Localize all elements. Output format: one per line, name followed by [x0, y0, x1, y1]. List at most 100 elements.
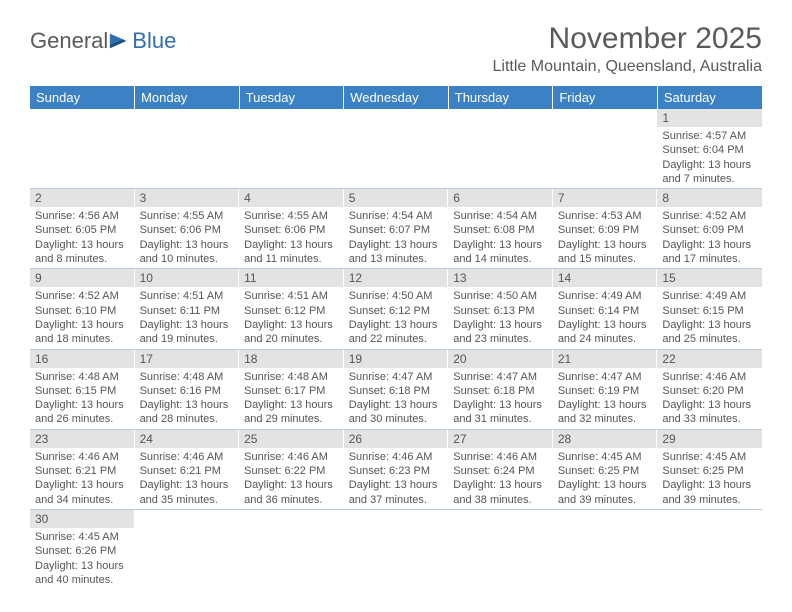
logo-text-general: General	[30, 28, 108, 54]
day-details: Sunrise: 4:46 AMSunset: 6:20 PMDaylight:…	[657, 368, 762, 429]
calendar-cell: 24Sunrise: 4:46 AMSunset: 6:21 PMDayligh…	[135, 429, 240, 509]
calendar-cell: 20Sunrise: 4:47 AMSunset: 6:18 PMDayligh…	[448, 349, 553, 429]
day-details: Sunrise: 4:48 AMSunset: 6:17 PMDaylight:…	[239, 368, 344, 429]
day-details: Sunrise: 4:56 AMSunset: 6:05 PMDaylight:…	[30, 207, 135, 268]
calendar-cell	[344, 109, 449, 189]
day-number: 23	[30, 430, 135, 448]
weekday-header: Tuesday	[239, 86, 344, 109]
day-number: 14	[553, 269, 658, 287]
day-details: Sunrise: 4:46 AMSunset: 6:21 PMDaylight:…	[30, 448, 135, 509]
calendar-cell: 11Sunrise: 4:51 AMSunset: 6:12 PMDayligh…	[239, 269, 344, 349]
calendar-cell	[239, 509, 344, 589]
calendar-cell: 1Sunrise: 4:57 AMSunset: 6:04 PMDaylight…	[657, 109, 762, 189]
calendar-cell	[553, 109, 658, 189]
day-details: Sunrise: 4:45 AMSunset: 6:26 PMDaylight:…	[30, 528, 135, 589]
day-number: 16	[30, 350, 135, 368]
calendar-cell: 19Sunrise: 4:47 AMSunset: 6:18 PMDayligh…	[344, 349, 449, 429]
calendar-cell: 28Sunrise: 4:45 AMSunset: 6:25 PMDayligh…	[553, 429, 658, 509]
calendar-row: 30Sunrise: 4:45 AMSunset: 6:26 PMDayligh…	[30, 509, 762, 589]
calendar-cell: 4Sunrise: 4:55 AMSunset: 6:06 PMDaylight…	[239, 189, 344, 269]
calendar-cell: 3Sunrise: 4:55 AMSunset: 6:06 PMDaylight…	[135, 189, 240, 269]
calendar-cell	[344, 509, 449, 589]
calendar-cell: 12Sunrise: 4:50 AMSunset: 6:12 PMDayligh…	[344, 269, 449, 349]
day-number: 15	[657, 269, 762, 287]
day-number: 8	[657, 189, 762, 207]
calendar-cell: 2Sunrise: 4:56 AMSunset: 6:05 PMDaylight…	[30, 189, 135, 269]
day-number: 27	[448, 430, 553, 448]
day-details: Sunrise: 4:49 AMSunset: 6:14 PMDaylight:…	[553, 287, 658, 348]
day-details: Sunrise: 4:46 AMSunset: 6:24 PMDaylight:…	[448, 448, 553, 509]
day-number: 7	[553, 189, 658, 207]
calendar-cell: 10Sunrise: 4:51 AMSunset: 6:11 PMDayligh…	[135, 269, 240, 349]
day-number: 19	[344, 350, 449, 368]
calendar-row: 9Sunrise: 4:52 AMSunset: 6:10 PMDaylight…	[30, 269, 762, 349]
day-details: Sunrise: 4:54 AMSunset: 6:08 PMDaylight:…	[448, 207, 553, 268]
calendar-cell	[448, 109, 553, 189]
day-details: Sunrise: 4:45 AMSunset: 6:25 PMDaylight:…	[657, 448, 762, 509]
calendar-cell	[239, 109, 344, 189]
calendar-cell	[30, 109, 135, 189]
weekday-header: Friday	[553, 86, 658, 109]
day-number: 26	[344, 430, 449, 448]
calendar-cell: 25Sunrise: 4:46 AMSunset: 6:22 PMDayligh…	[239, 429, 344, 509]
day-number: 6	[448, 189, 553, 207]
day-details: Sunrise: 4:48 AMSunset: 6:15 PMDaylight:…	[30, 368, 135, 429]
day-number: 20	[448, 350, 553, 368]
calendar-cell: 30Sunrise: 4:45 AMSunset: 6:26 PMDayligh…	[30, 509, 135, 589]
day-details: Sunrise: 4:47 AMSunset: 6:19 PMDaylight:…	[553, 368, 658, 429]
day-details: Sunrise: 4:51 AMSunset: 6:11 PMDaylight:…	[135, 287, 240, 348]
day-number: 25	[239, 430, 344, 448]
calendar-cell: 8Sunrise: 4:52 AMSunset: 6:09 PMDaylight…	[657, 189, 762, 269]
day-details: Sunrise: 4:50 AMSunset: 6:13 PMDaylight:…	[448, 287, 553, 348]
weekday-header: Wednesday	[344, 86, 449, 109]
calendar-cell: 9Sunrise: 4:52 AMSunset: 6:10 PMDaylight…	[30, 269, 135, 349]
day-details: Sunrise: 4:46 AMSunset: 6:23 PMDaylight:…	[344, 448, 449, 509]
day-details: Sunrise: 4:53 AMSunset: 6:09 PMDaylight:…	[553, 207, 658, 268]
logo: General Blue	[30, 22, 176, 54]
day-details: Sunrise: 4:46 AMSunset: 6:21 PMDaylight:…	[135, 448, 240, 509]
weekday-header: Saturday	[657, 86, 762, 109]
day-details: Sunrise: 4:55 AMSunset: 6:06 PMDaylight:…	[135, 207, 240, 268]
calendar-cell: 26Sunrise: 4:46 AMSunset: 6:23 PMDayligh…	[344, 429, 449, 509]
calendar-cell	[657, 509, 762, 589]
title-block: November 2025 Little Mountain, Queenslan…	[493, 22, 763, 76]
calendar-cell: 21Sunrise: 4:47 AMSunset: 6:19 PMDayligh…	[553, 349, 658, 429]
calendar-cell: 29Sunrise: 4:45 AMSunset: 6:25 PMDayligh…	[657, 429, 762, 509]
flag-icon	[108, 30, 130, 52]
calendar-cell: 17Sunrise: 4:48 AMSunset: 6:16 PMDayligh…	[135, 349, 240, 429]
weekday-header: Monday	[135, 86, 240, 109]
day-details: Sunrise: 4:47 AMSunset: 6:18 PMDaylight:…	[344, 368, 449, 429]
header: General Blue November 2025 Little Mounta…	[30, 22, 762, 76]
day-details: Sunrise: 4:52 AMSunset: 6:09 PMDaylight:…	[657, 207, 762, 268]
logo-text-blue: Blue	[132, 28, 176, 54]
calendar-row: 16Sunrise: 4:48 AMSunset: 6:15 PMDayligh…	[30, 349, 762, 429]
day-number: 4	[239, 189, 344, 207]
calendar-cell: 7Sunrise: 4:53 AMSunset: 6:09 PMDaylight…	[553, 189, 658, 269]
day-details: Sunrise: 4:46 AMSunset: 6:22 PMDaylight:…	[239, 448, 344, 509]
day-number: 30	[30, 510, 135, 528]
day-details: Sunrise: 4:57 AMSunset: 6:04 PMDaylight:…	[657, 127, 762, 188]
day-number: 18	[239, 350, 344, 368]
calendar-cell: 13Sunrise: 4:50 AMSunset: 6:13 PMDayligh…	[448, 269, 553, 349]
day-details: Sunrise: 4:55 AMSunset: 6:06 PMDaylight:…	[239, 207, 344, 268]
day-details: Sunrise: 4:48 AMSunset: 6:16 PMDaylight:…	[135, 368, 240, 429]
calendar-cell	[553, 509, 658, 589]
day-number: 1	[657, 109, 762, 127]
calendar-table: SundayMondayTuesdayWednesdayThursdayFrid…	[30, 86, 762, 589]
day-number: 10	[135, 269, 240, 287]
day-details: Sunrise: 4:51 AMSunset: 6:12 PMDaylight:…	[239, 287, 344, 348]
day-number: 3	[135, 189, 240, 207]
calendar-cell	[135, 509, 240, 589]
day-details: Sunrise: 4:45 AMSunset: 6:25 PMDaylight:…	[553, 448, 658, 509]
calendar-cell: 23Sunrise: 4:46 AMSunset: 6:21 PMDayligh…	[30, 429, 135, 509]
calendar-cell: 5Sunrise: 4:54 AMSunset: 6:07 PMDaylight…	[344, 189, 449, 269]
calendar-cell: 16Sunrise: 4:48 AMSunset: 6:15 PMDayligh…	[30, 349, 135, 429]
day-number: 13	[448, 269, 553, 287]
day-details: Sunrise: 4:52 AMSunset: 6:10 PMDaylight:…	[30, 287, 135, 348]
weekday-header: Thursday	[448, 86, 553, 109]
day-number: 21	[553, 350, 658, 368]
day-number: 5	[344, 189, 449, 207]
calendar-cell	[448, 509, 553, 589]
day-number: 12	[344, 269, 449, 287]
day-number: 28	[553, 430, 658, 448]
